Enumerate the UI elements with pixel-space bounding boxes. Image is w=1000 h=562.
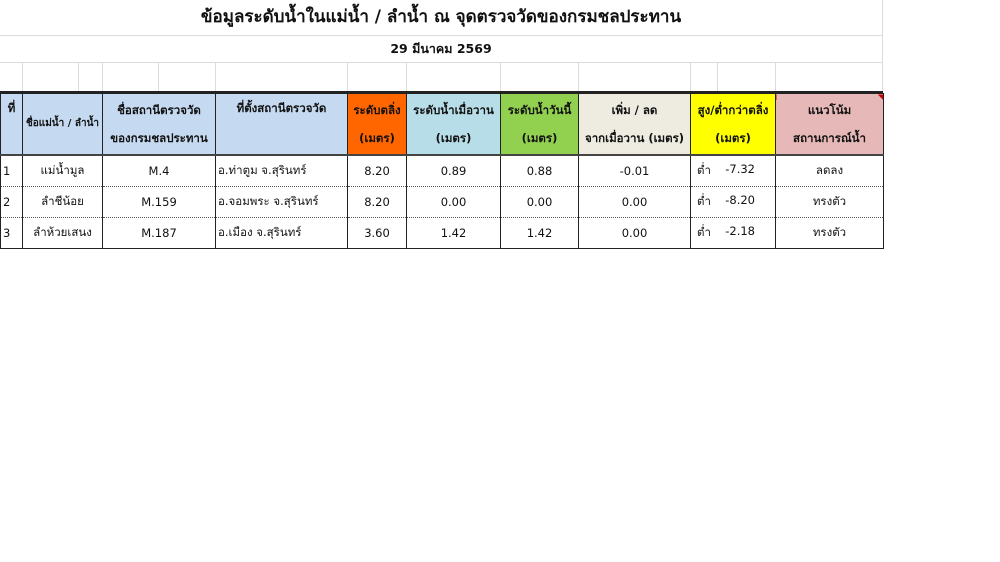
cell-change[interactable]: -0.01 [578, 155, 691, 187]
cell-today[interactable]: 0.88 [500, 155, 579, 187]
header-line-1: ที่ [7, 101, 16, 115]
column-header[interactable]: ระดับน้ำวันนี้ (เมตร) [500, 93, 579, 156]
column-header[interactable]: ระดับตลิ่ง (เมตร) [347, 93, 407, 156]
diff-value: -7.32 [725, 162, 755, 176]
high-low-label: ต่ำ [697, 163, 711, 177]
column-header[interactable]: ที่ตั้งสถานีตรวจวัด [215, 93, 348, 156]
header-line-2: (เมตร) [715, 131, 751, 145]
header-line-2: (เมตร) [435, 131, 472, 145]
high-low-label: ต่ำ [697, 225, 711, 239]
cell-change[interactable]: 0.00 [578, 186, 691, 218]
header-line-1: ระดับน้ำเมื่อวาน [413, 103, 494, 117]
header-line-1: เพิ่ม / ลด [611, 103, 658, 117]
column-header[interactable]: ระดับน้ำเมื่อวาน (เมตร) [406, 93, 501, 156]
cell-bank[interactable]: 8.20 [347, 186, 407, 218]
cell-location[interactable]: อ.ท่าตูม จ.สุรินทร์ [215, 155, 348, 187]
header-line-1: ชื่อแม่น้ำ / ลำน้ำ [25, 118, 100, 129]
spreadsheet: ข้อมูลระดับน้ำในแม่น้ำ / ลำน้ำ ณ จุดตรวจ… [0, 0, 884, 249]
cell-no[interactable]: 3 [0, 217, 23, 249]
cell-diff[interactable]: ต่ำ -2.18 [690, 217, 776, 249]
header-line-1: ระดับน้ำวันนี้ [507, 103, 572, 117]
cell-diff[interactable]: ต่ำ -8.20 [690, 186, 776, 218]
cell-diff[interactable]: ต่ำ -7.32 [690, 155, 776, 187]
cell-station[interactable]: M.159 [102, 186, 216, 218]
table-row: 2 ลำชีน้อย M.159 อ.จอมพระ จ.สุรินทร์ 8.20 0.0… [0, 186, 884, 218]
column-header[interactable]: ชื่อแม่น้ำ / ลำน้ำ [22, 93, 103, 156]
cell-change[interactable]: 0.00 [578, 217, 691, 249]
empty-row [0, 63, 883, 93]
table-row: 3 ลำห้วยเสนง M.187 อ.เมือง จ.สุรินทร์ 3.60 1.… [0, 217, 884, 249]
cell-river[interactable]: แม่น้ำมูล [22, 155, 103, 187]
header-line-2: ของกรมชลประทาน [110, 131, 208, 145]
header-line-2: สถานการณ์น้ำ [793, 131, 866, 145]
header-line-1: สูง/ต่ำกว่าตลิ่ง [697, 103, 769, 117]
cell-trend[interactable]: ทรงตัว [775, 186, 884, 218]
column-header[interactable]: ที่ [0, 93, 23, 156]
cell-yesterday[interactable]: 0.89 [406, 155, 501, 187]
header-line-1: ระดับตลิ่ง [353, 103, 401, 117]
header-line-1: ชื่อสถานีตรวจวัด [117, 103, 201, 117]
column-header[interactable]: แนวโน้มสถานการณ์น้ำ [775, 93, 884, 156]
water-level-table: ที่ ชื่อแม่น้ำ / ลำน้ำ ชื่อสถานีตรวจวัด ของ… [0, 93, 884, 249]
header-line-2: จากเมื่อวาน (เมตร) [584, 131, 685, 145]
cell-today[interactable]: 0.00 [500, 186, 579, 218]
cell-yesterday[interactable]: 1.42 [406, 217, 501, 249]
cell-today[interactable]: 1.42 [500, 217, 579, 249]
header-line-2: (เมตร) [521, 131, 558, 145]
cell-bank[interactable]: 3.60 [347, 217, 407, 249]
header-line-1: ที่ตั้งสถานีตรวจวัด [236, 101, 327, 115]
cell-location[interactable]: อ.เมือง จ.สุรินทร์ [215, 217, 348, 249]
diff-value: -8.20 [725, 193, 755, 207]
sheet-date: 29 มีนาคม 2569 [0, 36, 883, 63]
cell-trend[interactable]: ทรงตัว [775, 217, 884, 249]
cell-trend[interactable]: ลดลง [775, 155, 884, 187]
header-line-2: (เมตร) [359, 131, 395, 145]
cell-no[interactable]: 1 [0, 155, 23, 187]
cell-no[interactable]: 2 [0, 186, 23, 218]
cell-yesterday[interactable]: 0.00 [406, 186, 501, 218]
cell-bank[interactable]: 8.20 [347, 155, 407, 187]
cell-river[interactable]: ลำห้วยเสนง [22, 217, 103, 249]
high-low-label: ต่ำ [697, 194, 711, 208]
column-header[interactable]: ชื่อสถานีตรวจวัดของกรมชลประทาน [102, 93, 216, 156]
table-row: 1 แม่น้ำมูล M.4 อ.ท่าตูม จ.สุรินทร์ 8.20 0.89… [0, 155, 884, 187]
cell-river[interactable]: ลำชีน้อย [22, 186, 103, 218]
cell-station[interactable]: M.187 [102, 217, 216, 249]
diff-value: -2.18 [725, 224, 755, 238]
column-header[interactable]: สูง/ต่ำกว่าตลิ่ง (เมตร) [690, 93, 776, 156]
sheet-title: ข้อมูลระดับน้ำในแม่น้ำ / ลำน้ำ ณ จุดตรวจ… [0, 0, 883, 36]
column-header[interactable]: เพิ่ม / ลดจากเมื่อวาน (เมตร) [578, 93, 691, 156]
cell-location[interactable]: อ.จอมพระ จ.สุรินทร์ [215, 186, 348, 218]
header-line-1: แนวโน้ม [807, 103, 852, 117]
cell-station[interactable]: M.4 [102, 155, 216, 187]
